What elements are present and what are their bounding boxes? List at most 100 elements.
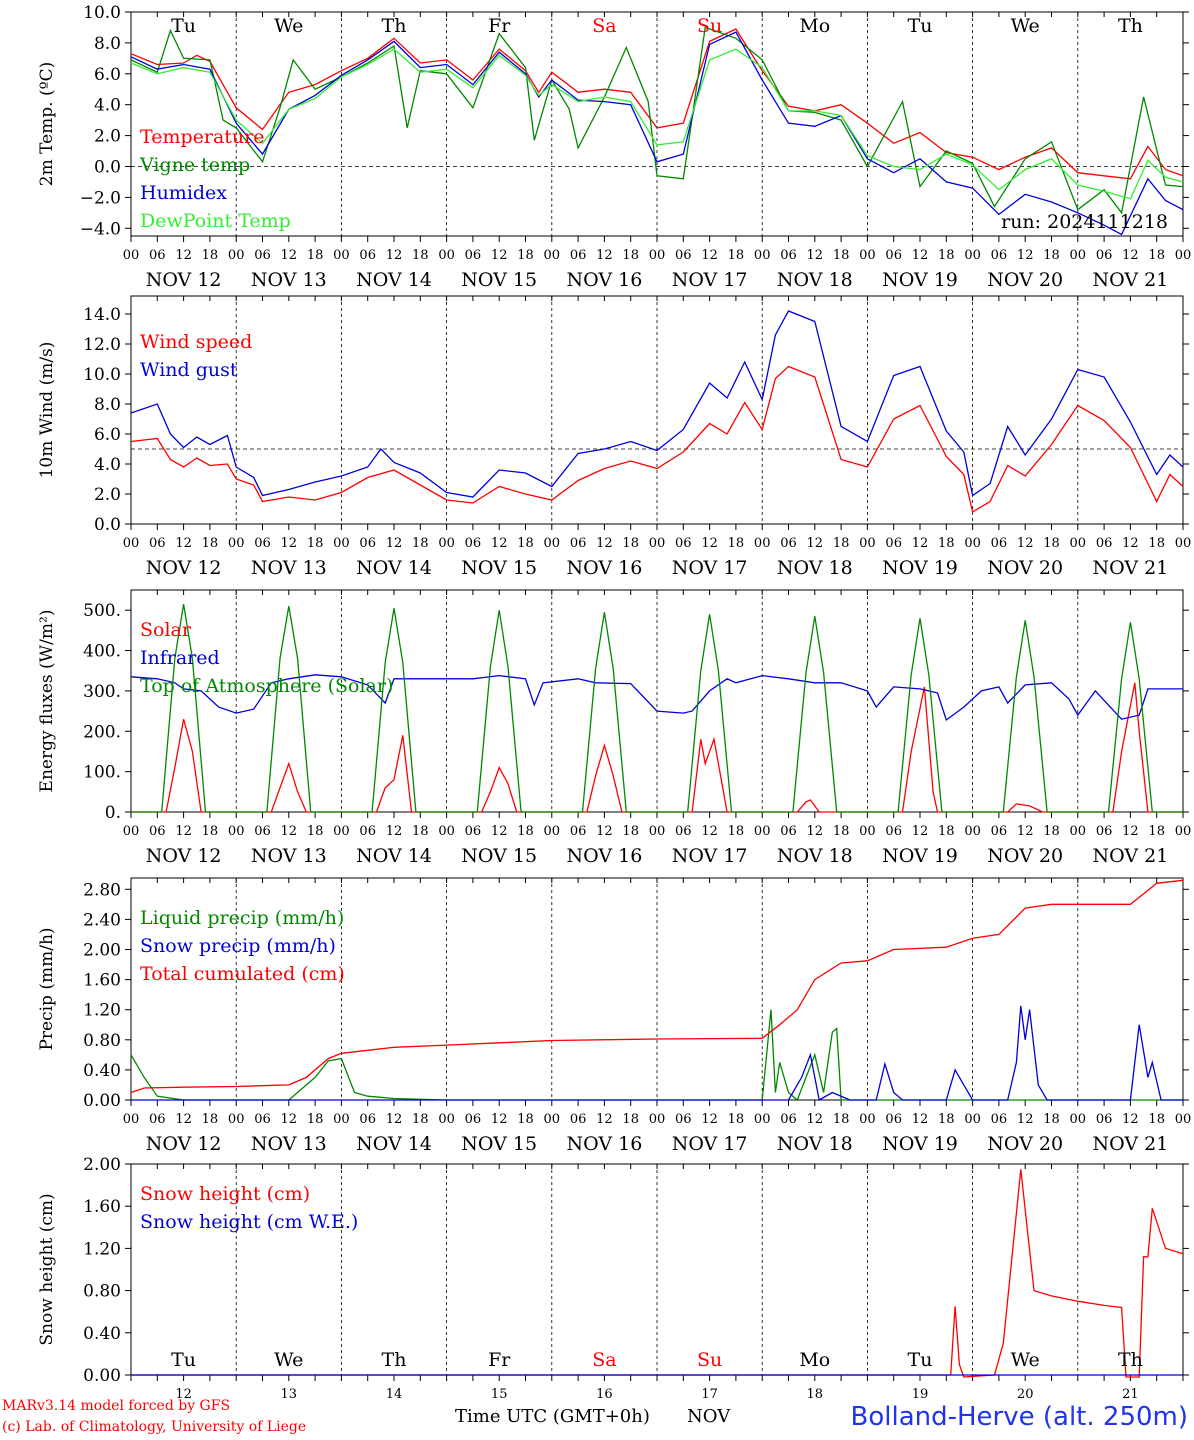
- legend-entry: DewPoint Temp: [140, 210, 291, 232]
- day-name: We: [1011, 1349, 1040, 1371]
- hour-tick-label: 00: [964, 248, 981, 263]
- hour-tick-label: 12: [491, 248, 508, 263]
- date-label: NOV 20: [987, 557, 1063, 579]
- series-line: [130, 48, 1184, 200]
- day-name: Tu: [908, 1349, 933, 1371]
- hour-tick-label: 00: [333, 536, 350, 551]
- hour-tick-label: 06: [465, 248, 482, 263]
- y-tick-label: 400.: [83, 642, 121, 662]
- hour-tick-label: 06: [780, 248, 797, 263]
- hour-tick-label: 12: [701, 1112, 718, 1127]
- date-label: NOV 19: [882, 845, 958, 867]
- hour-tick-label: 06: [780, 824, 797, 839]
- y-axis-title: Energy fluxes (W/m²): [37, 610, 57, 793]
- legend-entry: Top of Atmosphere (Solar): [140, 675, 393, 697]
- hour-tick-label: 18: [1148, 1112, 1165, 1127]
- hour-tick-label: 18: [833, 824, 850, 839]
- y-tick-label: 14.0: [83, 305, 121, 325]
- hour-tick-label: 18: [307, 248, 324, 263]
- hour-tick-label: 12: [596, 536, 613, 551]
- date-label: NOV 13: [251, 557, 327, 579]
- y-tick-label: 500.: [83, 601, 121, 621]
- hour-tick-label: 12: [281, 248, 298, 263]
- y-axis-title: Snow height (cm): [37, 1193, 57, 1345]
- date-label: NOV 12: [146, 269, 222, 291]
- hour-tick-label: 18: [1043, 824, 1060, 839]
- day-name: Tu: [171, 15, 196, 37]
- hour-tick-label: 12: [175, 248, 192, 263]
- y-axis-title: Precip (mm/h): [37, 927, 57, 1050]
- series-line: [131, 682, 1183, 813]
- hour-tick-label: 06: [254, 248, 271, 263]
- day-number: 21: [1122, 1387, 1139, 1402]
- date-label: NOV 19: [882, 1133, 958, 1155]
- y-tick-label: 0.0: [94, 157, 121, 177]
- hour-tick-label: 18: [202, 824, 219, 839]
- hour-tick-label: 00: [544, 824, 561, 839]
- y-tick-label: 2.0: [94, 485, 121, 505]
- day-name: Sa: [592, 1349, 616, 1371]
- hour-tick-label: 06: [885, 1112, 902, 1127]
- hour-tick-label: 12: [701, 536, 718, 551]
- day-number: 13: [281, 1387, 298, 1402]
- hour-tick-label: 18: [412, 1112, 429, 1127]
- hour-tick-label: 00: [859, 536, 876, 551]
- hour-tick-label: 06: [885, 824, 902, 839]
- hour-tick-label: 12: [386, 824, 403, 839]
- day-name: Th: [1118, 1349, 1143, 1371]
- hour-tick-label: 12: [912, 824, 929, 839]
- date-label: NOV 17: [672, 1133, 748, 1155]
- y-tick-label: 8.0: [94, 34, 121, 54]
- hour-tick-label: 18: [202, 1112, 219, 1127]
- hour-tick-label: 18: [728, 824, 745, 839]
- hour-tick-label: 06: [359, 1112, 376, 1127]
- date-label: NOV 19: [882, 557, 958, 579]
- y-tick-label: 12.0: [83, 335, 121, 355]
- date-label: NOV 16: [566, 1133, 642, 1155]
- hour-tick-label: 18: [938, 536, 955, 551]
- date-label: NOV 12: [146, 1133, 222, 1155]
- hour-tick-label: 12: [1122, 536, 1139, 551]
- hour-tick-label: 06: [991, 824, 1008, 839]
- hour-tick-label: 06: [359, 248, 376, 263]
- date-label: NOV 14: [356, 1133, 432, 1155]
- hour-tick-label: 18: [517, 536, 534, 551]
- y-tick-label: 2.80: [83, 880, 121, 900]
- day-number: 12: [175, 1387, 192, 1402]
- hour-tick-label: 00: [228, 1112, 245, 1127]
- y-tick-label: 0.00: [83, 1091, 121, 1111]
- hour-tick-label: 12: [281, 1112, 298, 1127]
- y-tick-label: 0.40: [83, 1324, 121, 1344]
- hour-tick-label: 12: [912, 536, 929, 551]
- hour-tick-label: 18: [938, 824, 955, 839]
- hour-tick-label: 06: [570, 536, 587, 551]
- date-label: NOV 15: [461, 845, 537, 867]
- date-label: NOV 20: [987, 1133, 1063, 1155]
- date-label: NOV 14: [356, 269, 432, 291]
- hour-tick-label: 12: [491, 536, 508, 551]
- hour-tick-label: 18: [622, 248, 639, 263]
- hour-tick-label: 18: [938, 248, 955, 263]
- hour-tick-label: 00: [1175, 824, 1192, 839]
- legend-entry: Wind gust: [140, 359, 238, 381]
- day-number: 16: [596, 1387, 613, 1402]
- hour-tick-label: 06: [780, 1112, 797, 1127]
- hour-tick-label: 06: [149, 1112, 166, 1127]
- hour-tick-label: 06: [675, 536, 692, 551]
- hour-tick-label: 00: [228, 536, 245, 551]
- hour-tick-label: 18: [833, 248, 850, 263]
- hour-tick-label: 06: [149, 824, 166, 839]
- y-tick-label: 0.0: [94, 515, 121, 535]
- hour-tick-label: 00: [964, 824, 981, 839]
- hour-tick-label: 00: [438, 1112, 455, 1127]
- hour-tick-label: 18: [728, 536, 745, 551]
- hour-tick-label: 18: [728, 1112, 745, 1127]
- hour-tick-label: 18: [412, 824, 429, 839]
- hour-tick-label: 18: [412, 248, 429, 263]
- hour-tick-label: 06: [885, 248, 902, 263]
- legend-entry: Temperature: [140, 126, 264, 148]
- plot-frame: [130, 11, 1184, 237]
- hour-tick-label: 00: [649, 536, 666, 551]
- legend-entry: Total cumulated (cm): [140, 963, 345, 985]
